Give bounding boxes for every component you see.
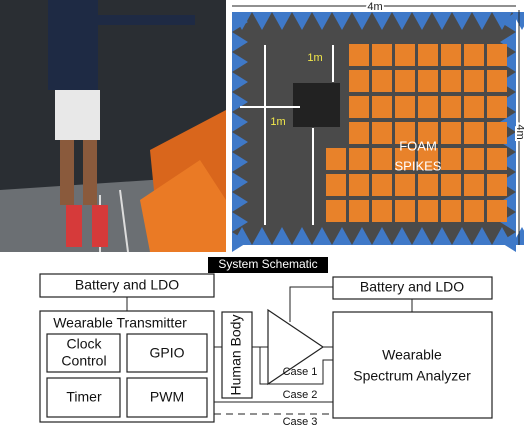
floor-shape (349, 148, 369, 170)
foam-label: FOAM (399, 138, 437, 153)
battery-label: Battery and LDO (360, 279, 464, 295)
floor-shape (464, 148, 484, 170)
floor-shape (372, 70, 392, 92)
floor-shape (441, 200, 461, 222)
floor-shape (372, 148, 392, 170)
floor-shape (372, 44, 392, 66)
battery-label: Battery and LDO (75, 277, 179, 293)
floor-shape (372, 96, 392, 118)
floor-shape (464, 44, 484, 66)
floor-shape (395, 70, 415, 92)
floor-shape (487, 44, 507, 66)
floor-shape (487, 148, 507, 170)
floor-shape (372, 174, 392, 196)
figure: 4m 4m 1m 1m FOAM SPIKES System Schematic… (0, 0, 524, 430)
block-label: Control (61, 353, 106, 369)
height-label: 4m (514, 124, 524, 139)
floor-shape (349, 122, 369, 144)
floor-shape (441, 70, 461, 92)
case-label: Case 3 (283, 416, 318, 428)
block-label: GPIO (149, 345, 184, 361)
floor-shape (372, 122, 392, 144)
floor-shape (349, 96, 369, 118)
case-label: Case 1 (283, 366, 318, 378)
floor-shape (464, 96, 484, 118)
page: 4m 4m 1m 1m FOAM SPIKES System Schematic… (0, 0, 524, 430)
floor-shape (441, 122, 461, 144)
floor-shape (441, 96, 461, 118)
floor-shape (464, 200, 484, 222)
photo (0, 0, 226, 252)
floor-shape (487, 122, 507, 144)
floor-shape (418, 96, 438, 118)
schematic: System Schematic Battery and LDO Wearabl… (40, 257, 492, 428)
floor-shape (418, 70, 438, 92)
floor-shape (326, 200, 346, 222)
floor-shape (395, 200, 415, 222)
floor-shape (441, 44, 461, 66)
floor-shape (326, 148, 346, 170)
analyzer-label: Wearable (382, 347, 442, 363)
floor-plan: 4m 4m 1m 1m FOAM SPIKES (232, 1, 524, 252)
block-label: PWM (150, 389, 184, 405)
floor-shape (441, 148, 461, 170)
floor-shape (395, 96, 415, 118)
block-label: Clock (66, 336, 102, 352)
case-label: Case 2 (283, 389, 318, 401)
width-label: 4m (367, 1, 382, 13)
floor-shape (464, 70, 484, 92)
block-label: Timer (66, 389, 102, 405)
schematic-title: System Schematic (218, 257, 317, 271)
transmitter-title: Wearable Transmitter (53, 315, 187, 331)
floor-shape (464, 122, 484, 144)
floor-shape (464, 174, 484, 196)
floor-shape (487, 70, 507, 92)
body-label: Human Body (228, 315, 244, 396)
floor-shape (395, 174, 415, 196)
floor-shape (326, 174, 346, 196)
floor-shape (418, 44, 438, 66)
floor-shape (487, 174, 507, 196)
offset-label: 1m (270, 116, 285, 128)
floor-shape (349, 70, 369, 92)
floor-shape (349, 200, 369, 222)
floor-shape (395, 44, 415, 66)
floor-shape (441, 174, 461, 196)
floor-shape (349, 174, 369, 196)
analyzer-label: Spectrum Analyzer (353, 368, 471, 384)
offset-label: 1m (307, 52, 322, 64)
floor-shape (372, 200, 392, 222)
floor-shape (487, 200, 507, 222)
foam-label: SPIKES (395, 158, 442, 173)
floor-shape (349, 44, 369, 66)
floor-shape (418, 200, 438, 222)
floor-shape (418, 174, 438, 196)
floor-shape (487, 96, 507, 118)
